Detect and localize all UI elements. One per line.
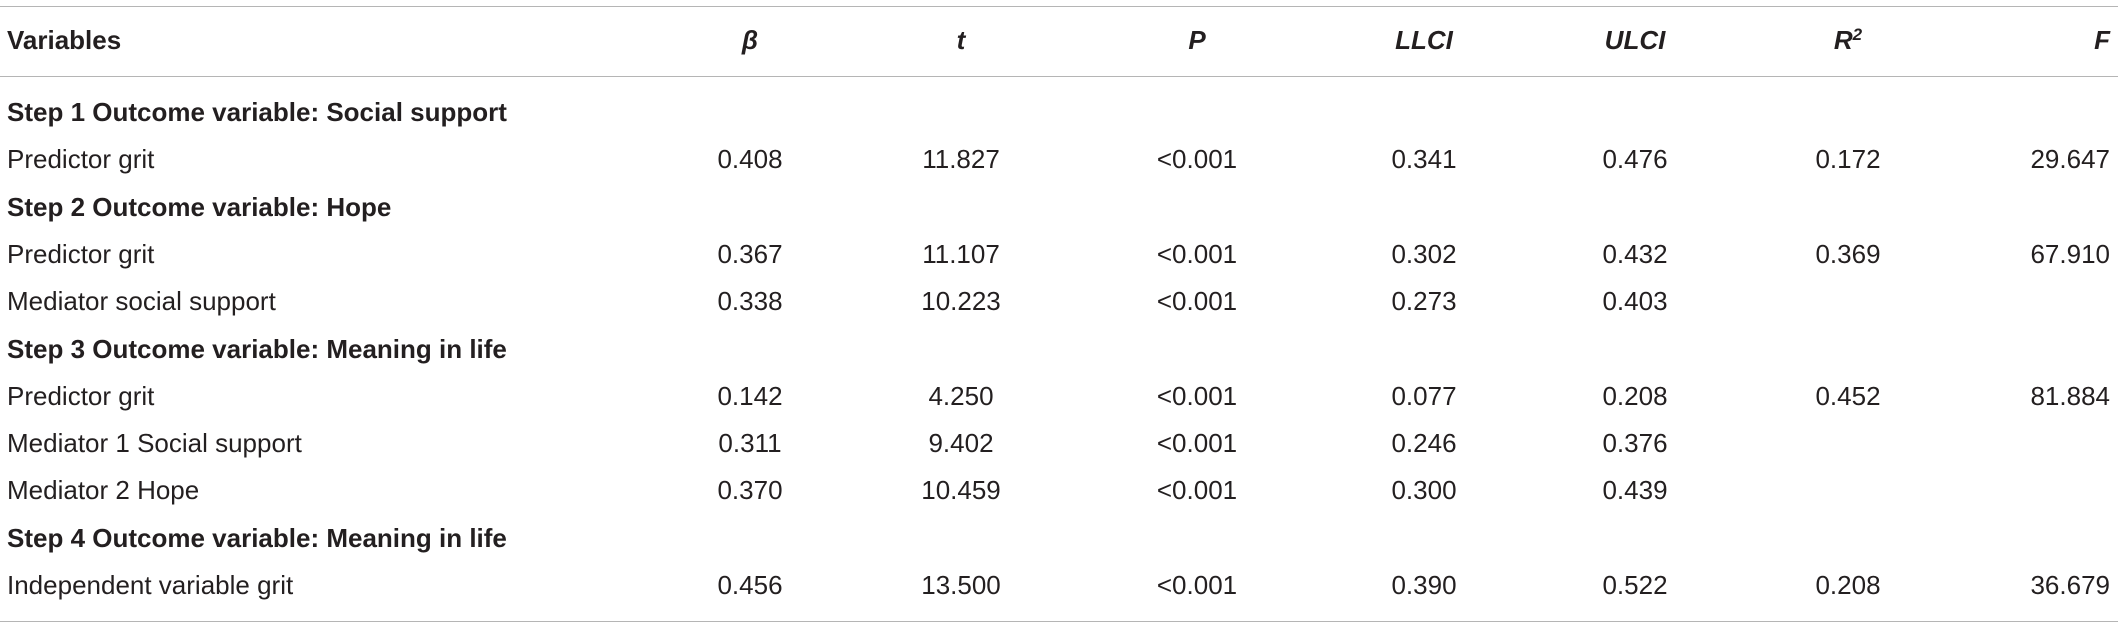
row-label: Mediator 1 Social support <box>7 428 302 459</box>
header-text: F <box>2094 25 2110 55</box>
data-cell: 67.910 <box>2030 238 2110 269</box>
data-cell: 13.500 <box>921 570 1001 600</box>
header-cell: LLCI <box>1395 25 1453 55</box>
data-cell: 0.341 <box>1391 144 1457 175</box>
header-text: R <box>1833 25 1853 55</box>
data-cell: 10.223 <box>921 286 1001 317</box>
data-cell: 29.647 <box>2030 144 2110 175</box>
data-cell: <0.001 <box>1156 144 1238 175</box>
data-cell: 0.476 <box>1602 144 1668 175</box>
data-cell: 0.376 <box>1602 428 1668 459</box>
data-cell: <0.001 <box>1156 238 1238 269</box>
data-cell: 0.369 <box>1815 238 1881 269</box>
data-cell: <0.001 <box>1156 286 1238 317</box>
header-cell: β <box>742 25 758 55</box>
header-cell: F <box>2094 25 2110 55</box>
row-label: Predictor grit <box>7 380 155 411</box>
data-cell: 9.402 <box>928 428 994 459</box>
data-cell: 10.459 <box>921 475 1001 506</box>
data-cell: 0.439 <box>1602 475 1668 506</box>
section-heading: Step 2 Outcome variable: Hope <box>7 191 392 222</box>
section-heading: Step 4 Outcome variable: Meaning in life <box>7 522 507 553</box>
bottom-rule <box>0 621 2118 622</box>
data-cell: <0.001 <box>1156 380 1238 411</box>
row-label: Independent variable grit <box>7 570 294 600</box>
data-cell: 0.408 <box>717 144 783 175</box>
header-text: Variables <box>7 25 122 55</box>
header-cell: R2 <box>1834 25 1862 55</box>
row-label: Mediator social support <box>7 286 276 317</box>
data-cell: 0.300 <box>1391 475 1457 506</box>
data-cell: 0.208 <box>1815 570 1881 600</box>
data-cell: 0.452 <box>1815 380 1881 411</box>
data-cell: 0.522 <box>1602 570 1668 600</box>
data-cell: 0.432 <box>1602 238 1668 269</box>
data-cell: 0.302 <box>1391 238 1457 269</box>
data-cell: 36.679 <box>2030 570 2110 600</box>
data-cell: 0.311 <box>718 428 782 459</box>
section-heading: Step 3 Outcome variable: Meaning in life <box>7 333 507 364</box>
data-cell: <0.001 <box>1156 570 1238 600</box>
header-superscript: 2 <box>1852 25 1863 44</box>
header-cell: t <box>957 25 966 55</box>
data-cell: 0.367 <box>717 238 783 269</box>
data-cell: 0.456 <box>717 570 783 600</box>
header-text: ULCI <box>1604 25 1666 55</box>
top-rule <box>0 6 2118 7</box>
header-text: P <box>1188 25 1206 55</box>
row-label: Mediator 2 Hope <box>7 475 200 506</box>
header-cell: P <box>1188 25 1205 55</box>
data-cell: 0.142 <box>717 380 783 411</box>
data-cell: 0.370 <box>717 475 783 506</box>
data-cell: 0.390 <box>1391 570 1457 600</box>
data-cell: 0.172 <box>1815 144 1881 175</box>
data-cell: 0.208 <box>1602 380 1668 411</box>
section-heading: Step 1 Outcome variable: Social support <box>7 97 507 127</box>
header-cell: ULCI <box>1605 25 1666 55</box>
header-rule <box>0 76 2118 77</box>
row-label: Predictor grit <box>7 238 155 269</box>
header-text: t <box>956 25 966 55</box>
data-cell: 81.884 <box>2030 380 2110 411</box>
data-cell: 0.077 <box>1391 380 1457 411</box>
data-cell: 0.403 <box>1602 286 1668 317</box>
data-cell: 0.273 <box>1391 286 1457 317</box>
row-label: Predictor grit <box>7 144 155 175</box>
data-cell: 4.250 <box>928 380 994 411</box>
data-cell: 0.338 <box>717 286 783 317</box>
header-text: β <box>741 25 759 55</box>
header-text: LLCI <box>1395 25 1453 55</box>
header-cell: Variables <box>7 25 121 55</box>
data-cell: <0.001 <box>1156 428 1238 459</box>
data-cell: <0.001 <box>1156 475 1238 506</box>
data-cell: 0.246 <box>1391 428 1457 459</box>
data-cell: 11.827 <box>922 144 1000 175</box>
data-cell: 11.107 <box>922 238 1000 269</box>
